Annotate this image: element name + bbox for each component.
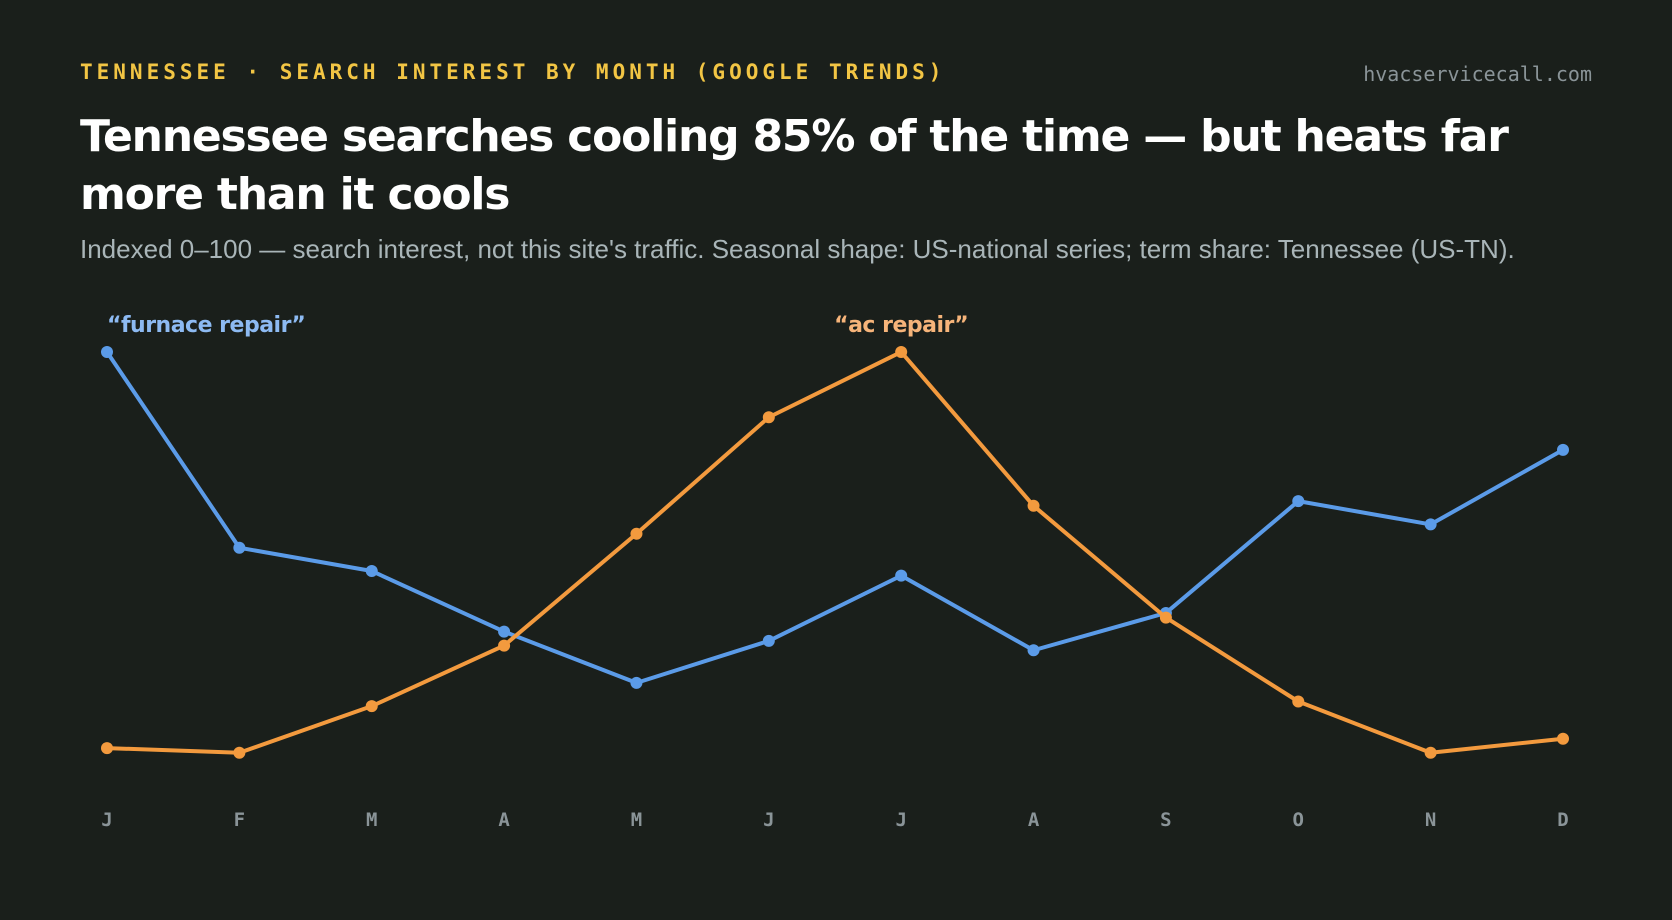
x-tick-label: D bbox=[1557, 809, 1568, 831]
data-point-ac-repair bbox=[233, 746, 246, 759]
x-tick-label: J bbox=[895, 809, 906, 831]
data-point-ac-repair bbox=[762, 411, 775, 424]
data-point-furnace-repair bbox=[1292, 495, 1305, 508]
data-point-furnace-repair bbox=[762, 634, 775, 647]
chart-kicker: TENNESSEE · SEARCH INTEREST BY MONTH (GO… bbox=[80, 60, 946, 84]
data-point-ac-repair bbox=[1557, 732, 1569, 745]
data-point-ac-repair bbox=[1027, 499, 1040, 512]
data-point-ac-repair bbox=[1424, 746, 1437, 759]
data-point-ac-repair bbox=[895, 346, 908, 358]
x-tick-label: F bbox=[234, 809, 245, 831]
data-point-furnace-repair bbox=[1424, 518, 1437, 531]
data-point-ac-repair bbox=[630, 527, 643, 540]
x-tick-label: A bbox=[1028, 809, 1040, 831]
site-domain: hvacservicecall.com bbox=[1363, 62, 1592, 86]
x-tick-label: M bbox=[366, 809, 377, 831]
data-point-furnace-repair bbox=[233, 541, 246, 554]
series-line-ac-repair bbox=[105, 350, 1565, 755]
data-point-ac-repair bbox=[101, 742, 113, 755]
chart-title: Tennessee searches cooling 85% of the ti… bbox=[80, 111, 1509, 220]
data-point-furnace-repair bbox=[895, 569, 908, 582]
x-tick-label: S bbox=[1160, 809, 1171, 831]
data-point-furnace-repair bbox=[498, 625, 511, 638]
data-point-furnace-repair bbox=[1557, 443, 1569, 456]
data-point-ac-repair bbox=[1292, 695, 1305, 708]
data-point-ac-repair bbox=[365, 700, 378, 713]
x-tick-label: J bbox=[101, 809, 112, 831]
data-point-furnace-repair bbox=[365, 565, 378, 578]
series-line-furnace-repair bbox=[105, 350, 1565, 685]
x-tick-label: M bbox=[631, 809, 642, 831]
chart-subtitle: Indexed 0–100 — search interest, not thi… bbox=[80, 234, 1515, 264]
x-tick-label: J bbox=[763, 809, 774, 831]
data-point-furnace-repair bbox=[630, 676, 643, 689]
x-tick-label: O bbox=[1293, 809, 1304, 831]
data-point-ac-repair bbox=[1159, 611, 1172, 624]
series-label-ac-repair: “ac repair” bbox=[834, 313, 968, 338]
series-label-furnace-repair: “furnace repair” bbox=[107, 313, 305, 338]
x-tick-label: N bbox=[1425, 809, 1436, 831]
data-point-furnace-repair bbox=[1027, 644, 1040, 657]
data-point-furnace-repair bbox=[101, 346, 113, 358]
x-tick-label: A bbox=[498, 809, 510, 831]
data-point-ac-repair bbox=[498, 639, 511, 652]
